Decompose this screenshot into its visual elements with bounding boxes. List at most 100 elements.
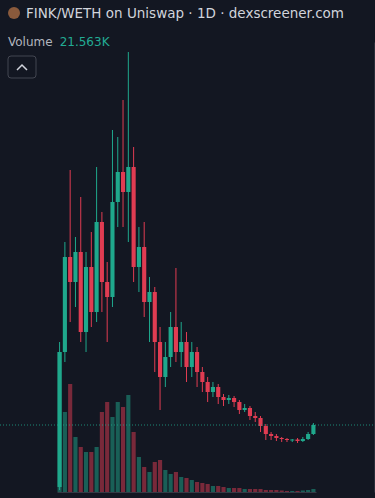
volume-bar [153,462,157,492]
candles [58,52,316,490]
volume-bar [95,447,99,492]
candle-body [121,172,125,192]
candle-body [132,167,136,267]
candle-body [89,267,93,312]
candle-wick [70,170,71,322]
candle-body [280,438,284,439]
volume-bar [274,490,278,492]
candle-body [163,357,167,377]
volume-bar [58,352,62,492]
candle-body [184,342,188,367]
legend-label: Volume [8,35,53,49]
candle-body [63,257,67,352]
candle-body [110,202,114,297]
token-icon [8,7,20,19]
volume-bar [227,488,231,492]
candle-body [237,402,241,410]
title: FINK/WETH on Uniswap · 1D · dexscreener.… [26,5,344,21]
volume-bar [121,407,125,492]
chevron-icon[interactable] [17,65,27,70]
candle-wick [149,277,150,342]
candle-body [174,327,178,352]
candle-body [301,439,305,441]
volume-bar [68,384,72,492]
volume-bar [174,472,178,492]
candle-body [253,416,257,418]
legend: Volume 21.563K [8,35,111,49]
volume-bar [190,480,194,492]
candle-wick [123,100,124,227]
candle-body [206,382,210,392]
volume-bar [264,490,268,492]
volume-bar [142,467,146,492]
candle-body [195,352,199,372]
candle-body [306,434,310,439]
candle-body [100,222,104,282]
volume-bar [311,489,315,492]
volume-bar [89,452,93,492]
volume-bar [105,402,109,492]
volume-bar [290,491,294,492]
candle-body [274,436,278,438]
candle-wick [281,437,282,442]
candle-body [68,257,72,282]
candle-body [169,327,173,357]
legend-value: 21.563K [60,35,111,49]
volume-bar [100,412,104,492]
volume-bar [110,417,114,492]
candle-body [95,222,99,312]
candle-body [227,398,231,400]
volume-bar [206,484,210,492]
volume-bar [147,472,151,492]
volume-bar [269,490,273,492]
candle-body [79,252,83,332]
volume-bar [63,412,67,492]
candle-body [216,387,220,397]
volume-bar [163,470,167,492]
candle-body [179,342,183,352]
volume-bar [116,402,120,492]
candle-body [243,408,247,410]
volume-bar [216,486,220,492]
candle-body [232,398,236,402]
volume-bar [195,482,199,492]
candle-body [285,439,289,440]
volume-bar [237,488,241,492]
volume-bar [158,460,162,492]
candle-body [295,440,299,442]
candle-wick [107,262,108,342]
volume-bar [73,437,77,492]
collapse-button[interactable] [8,56,36,78]
volume-bar [306,490,310,492]
candle-body [73,252,77,282]
volume-bar [184,478,188,492]
volume-bar [221,487,225,492]
volume-bar [285,491,289,492]
volume-bar [248,489,252,492]
candle-body [311,425,315,434]
candle-body [142,247,146,302]
candle-body [264,426,268,434]
button-frame[interactable] [8,56,36,78]
y-axis-line [374,43,375,493]
candle-body [126,167,130,192]
volume-bar [280,491,284,493]
volume-bar [126,395,130,492]
candle-body [105,282,109,297]
x-axis [58,492,317,493]
candle-body [290,440,294,441]
candle-body [116,172,120,202]
candle-body [84,267,88,332]
volume-bar [295,491,299,492]
candle-body [248,408,252,416]
candle-body [221,397,225,400]
candle-body [137,247,141,267]
volume-bar [253,489,257,492]
candle-body [58,352,62,487]
volume-bar [200,483,204,492]
candle-body [147,292,151,302]
volume-bar [84,452,88,492]
volume-bar [169,474,173,492]
candle-wick [128,52,129,242]
volume-bar [232,488,236,492]
